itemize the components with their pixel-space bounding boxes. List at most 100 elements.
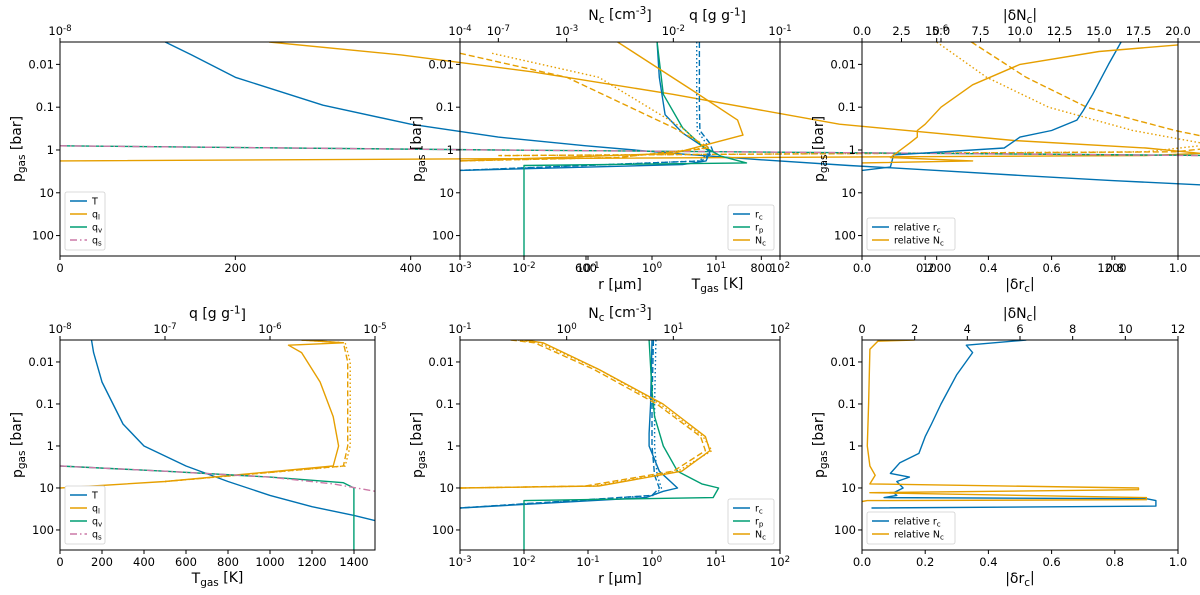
x2-tick-label: 10-4	[448, 24, 471, 38]
x-tick-label: 1.0	[1169, 261, 1187, 275]
series-relative-N-c-line	[862, 340, 1148, 503]
y-tick-label: 0.01	[428, 57, 454, 71]
plot-area	[862, 340, 1157, 509]
legend-box	[866, 511, 956, 545]
legend-label: relative Nc	[894, 530, 944, 542]
y-tick-label: 10	[39, 186, 54, 200]
series-r-p-line	[523, 340, 720, 550]
x2-axis-label: q [g g-1]	[689, 6, 746, 25]
x2-tick-label: 10-8	[48, 322, 71, 336]
legend-label: rp	[755, 517, 764, 529]
y-tick-label: 10	[841, 186, 856, 200]
series-orange-dashed-line	[498, 42, 1200, 157]
x2-tick-label: 10-7	[487, 24, 510, 38]
y-tick-label: 100	[432, 523, 454, 537]
x-tick-label: 1000	[255, 555, 284, 569]
series-r-p-line	[523, 42, 748, 256]
x2-tick-label: 102	[770, 322, 790, 336]
x-tick-label: 200	[224, 261, 246, 275]
x-axis-label: Tgas [K]	[191, 570, 244, 589]
legend-label: qs	[92, 236, 102, 248]
panel-bottom-right: 0.0 0.2 0.4 0.6 0.8 1.0 0 2 4 6 8 10 12 0.01 0.1 1 10 100…	[811, 305, 1187, 589]
legend-label: rc	[755, 210, 763, 222]
y-tick-label: 0.01	[28, 57, 54, 71]
x2-tick-label: 10-2	[662, 24, 685, 38]
series-r-c-line	[460, 340, 679, 509]
x2-tick-label: 12.5	[1047, 24, 1073, 38]
x2-axis-label: Nc [cm-3]	[588, 303, 651, 324]
x-tick-label: 600	[575, 261, 597, 275]
x-tick-label: 1200	[297, 555, 326, 569]
legend-label: qv	[92, 223, 102, 235]
series-orange-dashed-line	[460, 52, 711, 162]
legend-label: ql	[92, 504, 100, 516]
x-tick-label: 10-3	[448, 261, 471, 275]
y-axis-label: pgas [bar]	[9, 412, 28, 478]
x2-tick-label: 10.0	[1007, 24, 1033, 38]
x2-tick-label: 10-7	[153, 322, 176, 336]
y-tick-label: 100	[32, 523, 54, 537]
series-blue-dotted-line	[460, 42, 711, 172]
y-axis-label: pgas [bar]	[9, 116, 28, 182]
y-tick-label: 100	[432, 229, 454, 243]
legend-label: Nc	[755, 530, 766, 542]
plot-area	[862, 42, 1178, 172]
legend-box	[727, 204, 775, 251]
y-axis-label: pgas [bar]	[811, 116, 830, 182]
legend-label: ql	[92, 210, 100, 222]
x-tick-label: 100	[642, 555, 662, 569]
x-tick-label: 0	[56, 261, 63, 275]
series-T-line	[164, 42, 1200, 186]
x2-tick-label: 2	[911, 322, 918, 336]
x-tick-label: 1.0	[1169, 555, 1187, 569]
series-orange-dotted-line	[498, 42, 1200, 157]
series-orange-dotted-line	[164, 340, 351, 483]
plot-area	[60, 340, 375, 550]
x2-tick-label: 100	[557, 322, 577, 336]
x-tick-label: 0.0	[853, 555, 871, 569]
plot-area	[60, 42, 1200, 186]
y-tick-label: 1	[47, 143, 54, 157]
x2-tick-label: 17.5	[1126, 24, 1152, 38]
x2-tick-label: 20.0	[1165, 24, 1191, 38]
series-relative-r-c-line	[862, 42, 1122, 172]
x-tick-label: 800	[217, 555, 239, 569]
y-tick-label: 0.1	[838, 100, 856, 114]
series-orange-dotted-line	[460, 340, 713, 489]
panel-bottom-left: 0 200 400 600 800 1000 1200 1400 10-8 10-7 10-6 10-…	[9, 304, 387, 589]
x-tick-label: 101	[706, 261, 726, 275]
x2-tick-label: 2.5	[892, 24, 910, 38]
x-tick-label: 0.6	[1042, 555, 1060, 569]
plot-area	[460, 340, 720, 550]
x2-axis-label: Nc [cm-3]	[588, 5, 651, 26]
x-tick-label: 0.4	[979, 261, 997, 275]
x2-tick-label: 10-1	[768, 24, 791, 38]
x-tick-label: 0.6	[1042, 261, 1060, 275]
legend-label: relative rc	[894, 223, 941, 235]
x2-tick-label: 101	[663, 322, 683, 336]
x-tick-label: 800	[750, 261, 772, 275]
plot-area	[460, 42, 748, 256]
y-tick-label: 100	[32, 229, 54, 243]
legend-box	[866, 217, 956, 251]
x-axis-label: r [μm]	[598, 277, 642, 293]
y-tick-label: 10	[39, 481, 54, 495]
series-q-l-line	[60, 340, 345, 489]
x-axis-label: |δrc|	[1005, 570, 1035, 589]
x-tick-label: 1400	[339, 555, 368, 569]
x-tick-label: 10-1	[576, 555, 599, 569]
y-tick-label: 100	[834, 523, 856, 537]
x-tick-label: 10-3	[448, 555, 471, 569]
x-tick-label: 0.0	[853, 261, 871, 275]
x-tick-label: 101	[706, 555, 726, 569]
x2-tick-label: 0	[858, 322, 865, 336]
y-tick-label: 10	[439, 481, 454, 495]
series-blue-dashed-line	[460, 340, 660, 509]
y-tick-label: 100	[834, 229, 856, 243]
x-tick-label: 102	[770, 261, 790, 275]
y-tick-label: 1	[849, 439, 856, 453]
